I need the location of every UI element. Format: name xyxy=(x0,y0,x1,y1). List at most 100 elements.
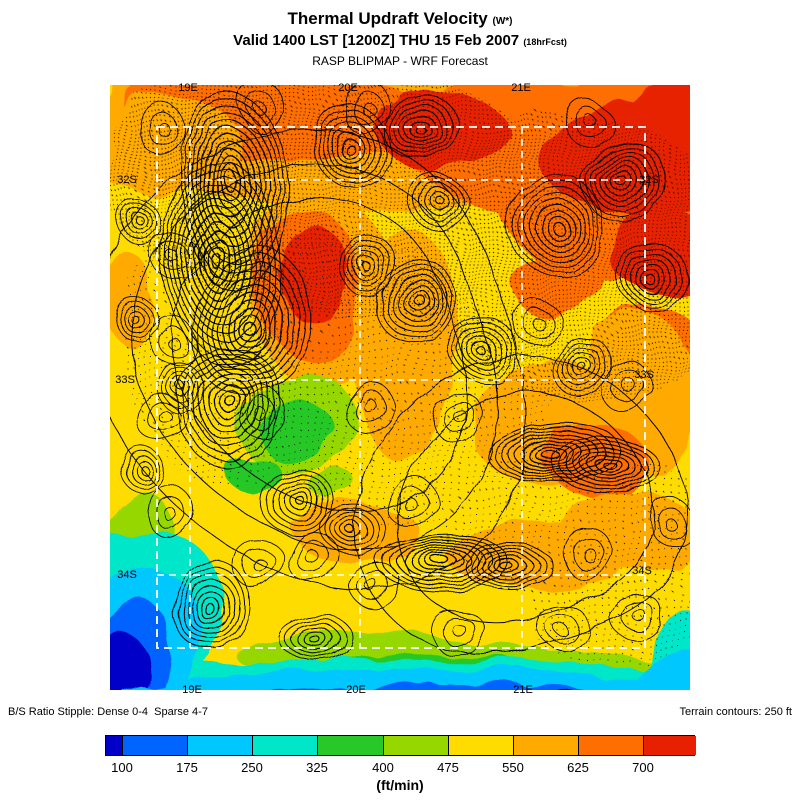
contour-line xyxy=(452,624,467,638)
contour-line xyxy=(387,476,438,526)
title-unit: (W*) xyxy=(492,16,513,27)
contour-line xyxy=(238,314,262,343)
title-line: Thermal Updraft Velocity (W*) xyxy=(0,8,800,29)
contour-line xyxy=(564,98,616,148)
contour-line xyxy=(594,457,624,473)
contour-line xyxy=(114,296,160,342)
contour-line xyxy=(664,517,677,532)
contour-line xyxy=(632,609,646,622)
contour-line xyxy=(277,482,319,521)
contour-line xyxy=(413,177,464,226)
axis-label-left-34s: 34S xyxy=(117,569,137,581)
contour-line xyxy=(380,264,451,338)
contour-line xyxy=(288,531,339,581)
axis-label-right-32s: 32S xyxy=(639,174,659,186)
colorbar-tick: 175 xyxy=(176,760,198,775)
contour-line xyxy=(170,197,468,513)
contour-line xyxy=(228,299,273,354)
contour-line xyxy=(657,506,687,540)
contour-line xyxy=(487,422,621,483)
contour-line xyxy=(622,378,636,392)
colorbar-segment xyxy=(318,736,384,755)
contour-line xyxy=(202,373,256,434)
contour-line xyxy=(417,550,464,572)
forecast-map: 19E 20E 21E 19E 20E 21E 32S 33S 34S 32S … xyxy=(110,82,690,696)
contour-line xyxy=(245,91,276,125)
contour-line xyxy=(242,549,276,580)
color-region xyxy=(110,629,149,690)
colorbar-segment xyxy=(253,736,318,755)
contour-line xyxy=(388,99,454,154)
contour-line xyxy=(404,115,437,142)
contour-line xyxy=(180,91,289,293)
contour-line xyxy=(535,605,590,652)
contour-line xyxy=(131,455,157,485)
contour-line xyxy=(389,540,493,586)
contour-line xyxy=(188,214,246,310)
contour-line xyxy=(240,384,286,438)
contour-line xyxy=(122,305,150,334)
contour-line xyxy=(424,186,455,216)
contour-line xyxy=(135,393,190,440)
contour-line xyxy=(634,264,667,295)
contour-line xyxy=(402,284,434,317)
contour-line xyxy=(345,525,356,535)
contour-line xyxy=(587,453,630,476)
contour-line xyxy=(600,160,643,202)
contour-line xyxy=(271,478,324,526)
contour-line xyxy=(573,446,642,483)
contour-line xyxy=(202,261,301,383)
contour-line xyxy=(408,172,469,231)
header: Thermal Updraft Velocity (W*) Valid 1400… xyxy=(0,8,800,69)
contour-line xyxy=(253,102,267,117)
contour-line xyxy=(452,409,466,423)
color-region xyxy=(638,653,690,690)
contour-line xyxy=(624,253,678,304)
contour-line xyxy=(233,307,268,349)
contour-line xyxy=(116,198,162,245)
contour-line xyxy=(247,395,277,430)
contour-line xyxy=(456,326,508,375)
contour-line xyxy=(186,358,271,455)
map-canvas xyxy=(110,85,690,690)
contour-line xyxy=(601,360,652,411)
contour-line xyxy=(605,165,637,197)
contour-line xyxy=(208,378,251,428)
contour-line xyxy=(168,337,182,351)
contour-line xyxy=(432,611,485,657)
contour-line xyxy=(591,151,654,213)
colorbar-tick: 550 xyxy=(502,760,524,775)
contour-line xyxy=(309,636,321,644)
contour-line xyxy=(532,318,547,331)
colorbar-segment xyxy=(644,736,696,755)
contour-line xyxy=(575,360,585,370)
contour-line xyxy=(190,585,231,630)
contour-line xyxy=(163,168,277,360)
colorbar-segment xyxy=(123,736,188,755)
contour-line xyxy=(442,401,474,433)
contour-line xyxy=(363,398,377,413)
contour-line xyxy=(609,170,632,192)
contour-line xyxy=(200,597,221,621)
contour-line xyxy=(424,553,457,569)
axis-label-right-33s: 33S xyxy=(634,369,654,381)
contour-line xyxy=(352,250,381,281)
contour-line xyxy=(166,371,195,402)
contour-line xyxy=(172,560,250,650)
axis-label-top-21e: 21E xyxy=(511,82,531,94)
contour-line xyxy=(219,389,241,414)
contour-line xyxy=(186,578,236,635)
contour-line xyxy=(583,548,596,562)
contour-line xyxy=(396,391,655,623)
contour-line xyxy=(204,603,216,616)
axis-label-bottom-21e: 21E xyxy=(513,684,533,696)
contour-line xyxy=(399,110,442,146)
contour-line xyxy=(535,204,581,253)
axis-label-bottom-19e: 19E xyxy=(182,684,202,696)
contour-line xyxy=(639,269,662,290)
contour-line xyxy=(329,512,374,548)
contour-line xyxy=(201,236,231,285)
contour-line xyxy=(126,310,145,329)
contour-line xyxy=(500,429,606,477)
contour-line xyxy=(158,326,190,358)
